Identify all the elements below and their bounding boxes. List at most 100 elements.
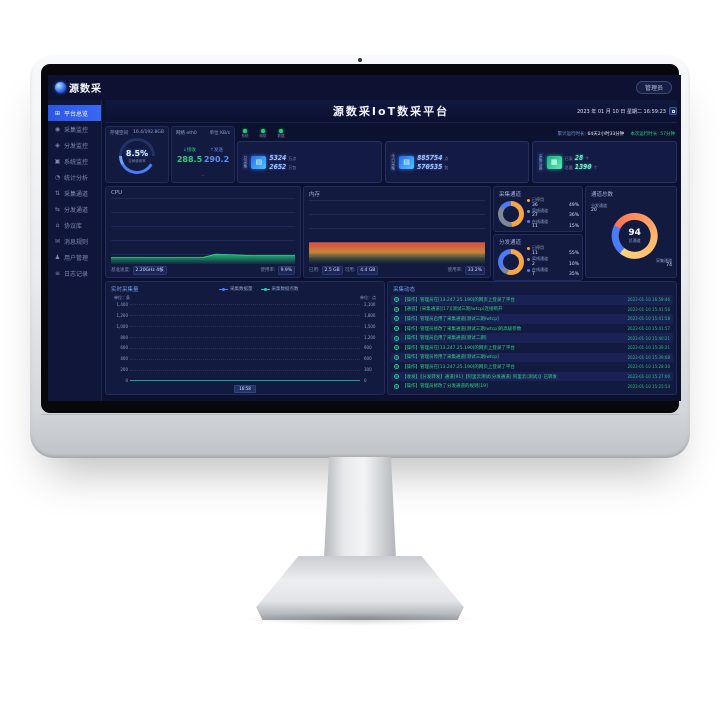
mem-usage-label: 使用率: [447,268,463,273]
status-network: 网络 [257,128,269,139]
dispatch-channels-donut [498,248,524,275]
sidebar-item-label: 采集通道 [64,190,89,198]
right-axis-unit: 单位：点 [360,295,376,300]
sidebar-item-statistics[interactable]: ◔ 统计分析 [48,169,101,185]
legend-online: 在线通道 11 15% [527,219,579,230]
plus-icon: + [394,335,399,341]
dispatch-channels-panel: 分发通道 已停用 11 55% 离线通道 [493,234,583,281]
realtime-chart-panel: 实时采集量 采集数据量 采集数据点数 单位：条 单位：点 [105,281,385,395]
plus-icon: + [394,316,399,322]
sidebar-item-protocol-lib[interactable]: ⌂ 协议库 [48,217,101,233]
database-icon: ▤ [251,155,267,169]
sidebar-item-label: 消息规则 [64,238,89,246]
sidebar-item-dispatch-monitor[interactable]: ◈ 分发监控 [48,137,101,153]
collect-channels-panel: 采集通道 已停用 36 49% 离线通道 [493,186,583,233]
sidebar-nav: ⊞ 平台总览 ◉ 采集监控 ◈ 分发监控 ▣ 系统监控 ◔ 统计分析 [48,100,102,401]
sidebar-item-label: 日志记录 [64,270,89,278]
sidebar-item-label: 系统监控 [64,158,89,166]
statistics-icon: ◔ [54,173,61,181]
activity-row[interactable]: + 【通道】[采集通道][17][测试三期/wtcp]连接断开 2023-01-… [394,306,670,313]
dispatch-channel-icon: ⇆ [54,205,61,213]
legend-disabled: 已停用 11 55% [527,246,579,256]
brand-logo-icon [55,82,66,93]
sidebar-item-system-monitor[interactable]: ▣ 系统监控 [48,153,101,169]
sidebar-item-user-management[interactable]: ♟ 用户管理 [48,249,101,265]
monitor-stand-neck [324,457,396,559]
x-axis-time-label[interactable]: 16:58 [234,384,256,393]
runtime-info: 累计运行时长: 64天2小时33分钟 本次运行时长: 57分钟 [557,131,675,137]
channel-total-donut: 94 总通道 [611,212,658,259]
tx-value: 290.2 [203,154,230,164]
sidebar-item-collect-monitor[interactable]: ◉ 采集监控 [48,121,101,137]
activity-row[interactable]: + 【收发】【分发转发】通道[91]【阿里云测试(分发通道) 阿里云(测试)】已… [391,371,673,382]
plus-icon: + [394,354,399,360]
network-tx: ↑发送 290.2 [204,147,229,164]
brand-name: 源数采 [69,84,102,95]
collect-channel-icon: ⇅ [54,189,61,197]
activity-row[interactable]: + 【操作】管理员在[13.247.25.190]的网页上登录了平台 2023-… [391,295,673,305]
brand-logo: 源数采 [55,80,102,95]
rx-label: ↓接收 [183,147,196,153]
network-footer: - [202,173,204,179]
network-unit: 单位 KB/s [209,131,230,136]
network-rx: ↓接收 288.5 [177,147,202,164]
device-count-box: 采集设备 ▦ 已采 28 个 总量 1390 个 [532,141,678,183]
left-axis-unit: 单位：条 [114,295,130,300]
plot-grid [130,304,360,381]
storage-caption: 空间使用率 [128,158,146,163]
storage-percent: 8.5% [125,148,149,158]
network-card: 网络 eth0 单位 KB/s ↓接收 288.5 ↑发送 290.2 [171,126,235,183]
activity-row[interactable]: + 【操作】管理员在[13.247.25.190]的网页上登录了平台 2023-… [394,345,670,351]
sidebar-item-label: 统计分析 [64,174,89,182]
storage-title: 存储空间 [110,131,128,136]
sidebar-item-overview[interactable]: ⊞ 平台总览 [48,105,101,121]
sidebar-item-collect-channel[interactable]: ⇅ 采集通道 [48,185,101,201]
monitor-chin-seam [41,414,679,415]
sidebar-item-label: 分发监控 [64,142,89,150]
storage-capacity: 16.4/192.8GB [133,130,164,135]
activity-row[interactable]: + 【操作】管理员在[13.247.25.190]的网页上登录了平台 2023-… [394,364,670,370]
stats-right-group: 系统 网络 数据 累计运行时长: 64天2小时33分钟 [237,126,678,183]
channel-total-panel: 通道总数 分发通道 20 94 总通道 采集通道 [585,186,677,278]
database-icon: ▤ [399,155,415,169]
activity-row[interactable]: + 【操作】管理员启用了采集通道[测试三期/wtcp] 2023-01-10 1… [391,314,673,324]
middle-row: CPU [105,186,677,281]
mem-used-label: 已用: [309,268,320,273]
activity-row[interactable]: + 【操作】管理员启用了采集通道[测试二期] 2023-01-10 15:40:… [391,333,673,343]
sidebar-item-dispatch-channel[interactable]: ⇆ 分发通道 [48,201,101,217]
monitor-shadow [244,612,476,626]
activity-title: 采集动态 [393,287,416,293]
device-icon: ▦ [546,155,562,169]
fullscreen-icon[interactable] [669,107,677,115]
message-rules-icon: ✉ [54,237,61,245]
page-title: 源数采IoT数采平台 [332,105,450,118]
plus-icon: + [394,297,399,303]
user-management-icon: ♟ [54,253,61,261]
sidebar-item-message-rules[interactable]: ✉ 消息规则 [48,233,101,249]
admin-button[interactable]: 管理员 [635,81,672,94]
channel-total-label: 总通道 [628,237,641,243]
activity-row[interactable]: + 【操作】管理员停用了采集通道[测试三期/wtcp] 2023-01-10 1… [391,352,673,363]
legend-disabled: 已停用 36 49% [527,197,579,208]
logs-icon: ≡ [54,269,61,277]
plus-icon: + [394,306,399,312]
sidebar-item-label: 协议库 [64,222,83,230]
activity-row[interactable]: + 【操作】管理员修改了采集通道[测试三期/wtcp]的高级参数 2023-01… [394,326,670,332]
bottom-row: 实时采集量 采集数据量 采集数据点数 单位：条 单位：点 [105,281,677,395]
realtime-title: 实时采集量 [111,287,139,293]
memory-title: 内存 [309,192,321,198]
activity-row[interactable]: + 【操作】管理员修改了分发通道的规则[19] 2023-01-10 15:25… [394,383,670,390]
series-marker-teal [260,287,270,291]
plus-icon: + [394,326,399,332]
dashboard-screen: 源数采 管理员 ⊞ 平台总览 ◉ 采集监控 ◈ 分发监控 [48,75,681,401]
legend-offline: 离线通道 27 36% [527,208,579,219]
title-bar: 源数采IoT数采平台 2023 年 01 月 10 日 星期二 16:59:23 [105,100,677,123]
status-dot-green [243,128,247,133]
memory-panel: 内存 [303,186,491,278]
dispatch-monitor-icon: ◈ [55,141,60,149]
today-collect-label: 今日采集 [389,152,397,172]
cpu-usage-label: 使用率: [260,268,276,273]
sidebar-item-logs[interactable]: ≡ 日志记录 [48,265,101,281]
activity-panel: 采集动态 + 【操作】管理员在[13.247.25.190]的网页上登录了平台 … [387,281,677,395]
collect-channels-donut [498,200,524,227]
